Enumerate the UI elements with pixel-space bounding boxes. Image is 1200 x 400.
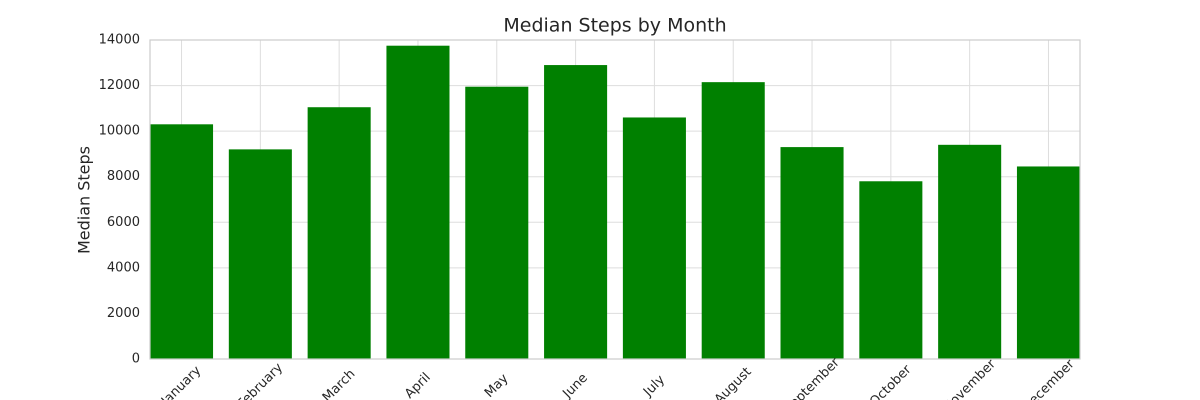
x-tick-label: December (1019, 356, 1078, 400)
x-tick-label: February (235, 360, 287, 400)
y-axis-label: Median Steps (75, 146, 94, 254)
x-tick-label: April (402, 370, 434, 400)
y-tick-label: 6000 (107, 215, 140, 230)
x-tick-label: May (482, 371, 512, 400)
bar (544, 65, 608, 360)
chart-title: Median Steps by Month (503, 15, 726, 37)
bar (859, 181, 923, 359)
bar (780, 147, 844, 359)
y-tick-label: 12000 (99, 78, 140, 93)
bar (386, 45, 450, 359)
x-tick-label: September (781, 355, 843, 400)
bar (465, 86, 529, 359)
x-tick-label: August (712, 365, 755, 400)
bar (1016, 166, 1080, 359)
y-tick-label: 2000 (107, 306, 140, 321)
y-tick-label: 8000 (107, 169, 140, 184)
plot-frame (149, 39, 1081, 360)
bars (150, 45, 1080, 360)
y-tick-label: 0 (132, 352, 140, 367)
bar (622, 117, 686, 359)
y-tick-label: 4000 (107, 260, 140, 275)
x-tick-label: March (320, 367, 359, 400)
x-tick-label: June (560, 371, 591, 400)
x-tick-label: January (158, 363, 204, 400)
bar (701, 82, 765, 360)
x-tick-label: October (867, 362, 915, 400)
bar (307, 107, 371, 359)
y-tick-label: 10000 (99, 124, 140, 139)
x-tick-label: November (940, 356, 999, 400)
bar (150, 124, 214, 359)
bar (938, 144, 1002, 359)
y-tick-label: 14000 (99, 33, 140, 48)
bar (228, 149, 292, 359)
x-tick-label: July (640, 372, 668, 400)
